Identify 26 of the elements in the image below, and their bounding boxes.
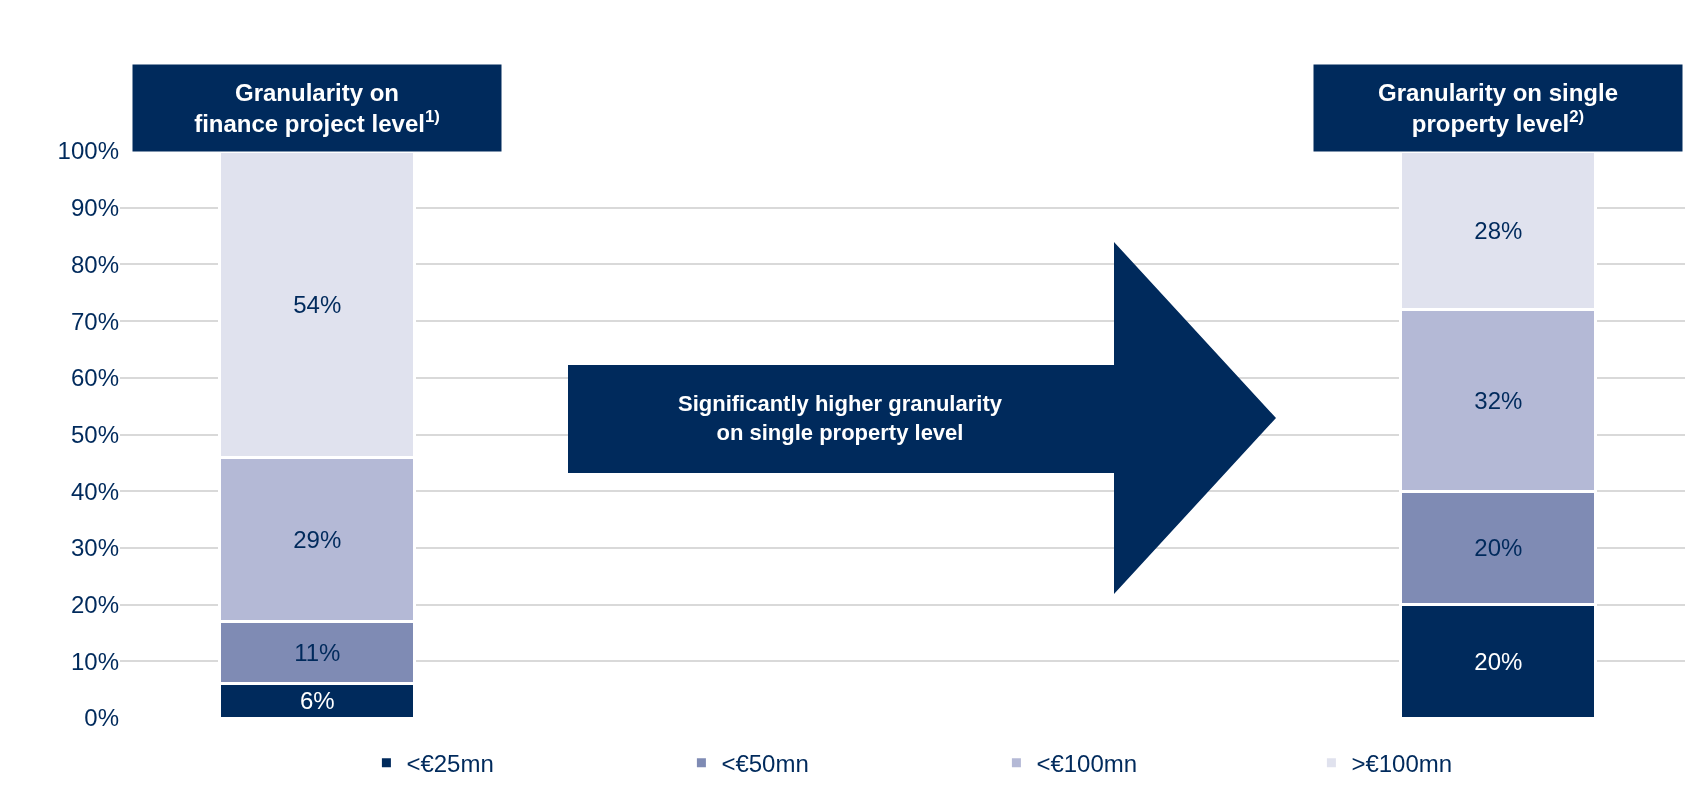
y-tick-label: 70%	[70, 307, 119, 335]
x-tick-label: Granularity on single property level$^{2)}$	[1377, 78, 1619, 138]
y-tick-label: 60%	[70, 364, 119, 392]
data-label: 32%	[1474, 386, 1523, 414]
legend-label: <€25mn	[406, 750, 494, 778]
y-tick-label: 20%	[70, 591, 119, 618]
y-tick-label: 90%	[70, 194, 119, 222]
data-label: 20%	[1474, 534, 1523, 562]
data-label: 29%	[293, 525, 342, 553]
data-label: 20%	[1474, 647, 1523, 675]
y-tick-label: 30%	[70, 534, 119, 562]
y-tick-label: 40%	[70, 477, 119, 505]
y-tick-label: 80%	[70, 250, 119, 278]
data-label: 11%	[294, 639, 341, 667]
data-label: 28%	[1474, 216, 1523, 244]
legend-label: <€100mn	[1036, 750, 1138, 778]
legend-label: <€50mn	[721, 750, 809, 778]
y-tick-label: 50%	[70, 420, 119, 448]
legend-label: >€100mn	[1351, 750, 1453, 778]
y-tick-label: 0%	[84, 704, 119, 732]
y-tick-label: 100%	[57, 137, 119, 165]
y-tick-label: 10%	[70, 647, 119, 675]
data-label: 54%	[293, 290, 342, 318]
annotation: Significantly higher granularity on single property level	[678, 391, 1003, 445]
x-tick-label: Granularity on finance project level$^{1)}$	[194, 78, 440, 138]
data-label: 6%	[299, 687, 335, 715]
